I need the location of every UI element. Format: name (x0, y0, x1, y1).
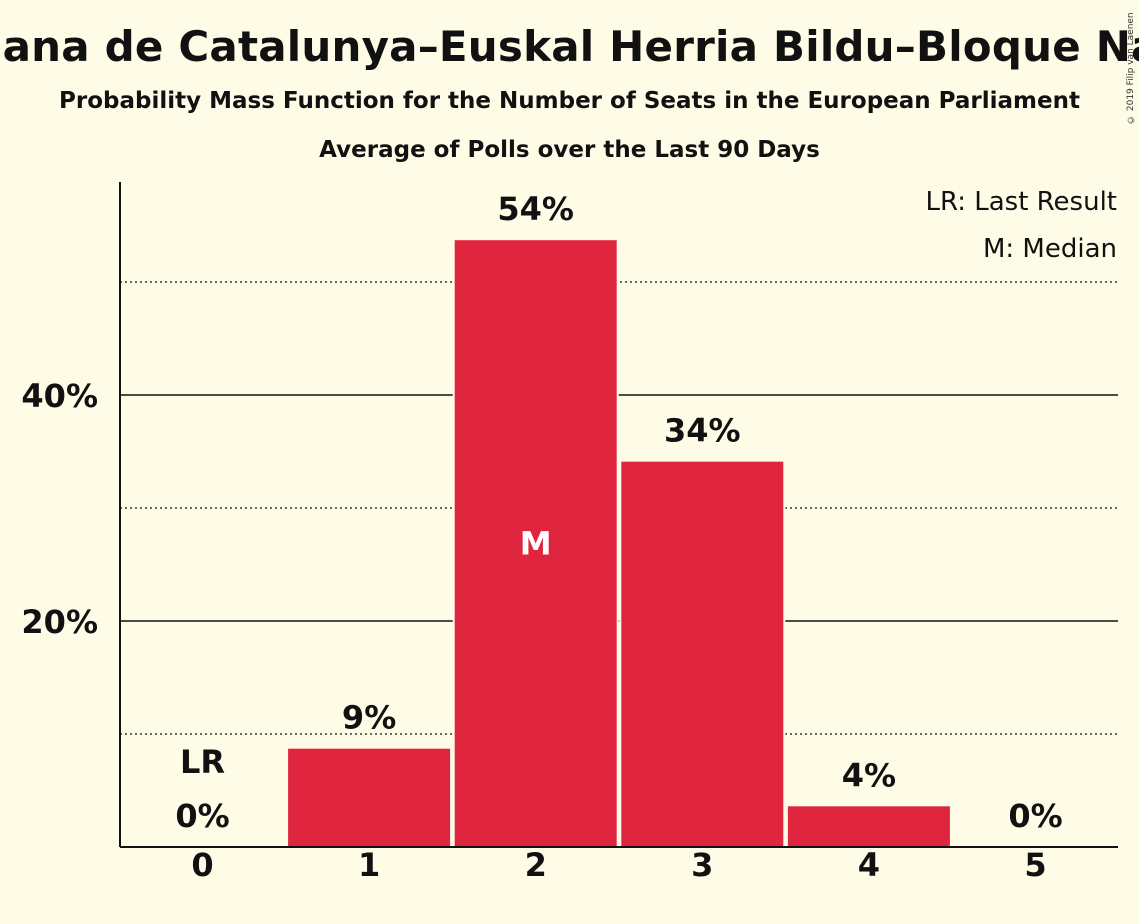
legend-entry: M: Median (983, 234, 1117, 264)
x-tick-label: 0 (191, 846, 213, 884)
bar (787, 806, 950, 847)
chart-title: Esquerra Republicana de Catalunya–Euskal… (0, 22, 1139, 71)
x-tick-label: 5 (1024, 846, 1046, 884)
data-label: 0% (175, 797, 229, 835)
title-wrap: Esquerra Republicana de Catalunya–Euskal… (0, 22, 1139, 78)
data-label: 0% (1008, 797, 1062, 835)
bar (454, 240, 617, 847)
x-tick-label: 3 (691, 846, 713, 884)
bar (621, 461, 784, 847)
x-tick-label: 4 (858, 846, 880, 884)
data-label: 34% (664, 412, 741, 450)
chart-subtitle: Probability Mass Function for the Number… (59, 88, 1080, 114)
data-label: 4% (842, 756, 896, 794)
y-tick-label: 40% (21, 377, 98, 415)
y-tick-label: 20% (21, 603, 98, 641)
data-label: 54% (497, 190, 574, 228)
data-label: 9% (342, 699, 396, 737)
chart-subtitle-period: Average of Polls over the Last 90 Days (319, 137, 820, 163)
x-tick-label: 1 (358, 846, 380, 884)
legend-entry: LR: Last Result (925, 187, 1117, 217)
x-tick-label: 2 (525, 846, 547, 884)
bar (288, 748, 451, 847)
last-result-marker: LR (180, 743, 225, 781)
median-marker: M (520, 525, 552, 563)
